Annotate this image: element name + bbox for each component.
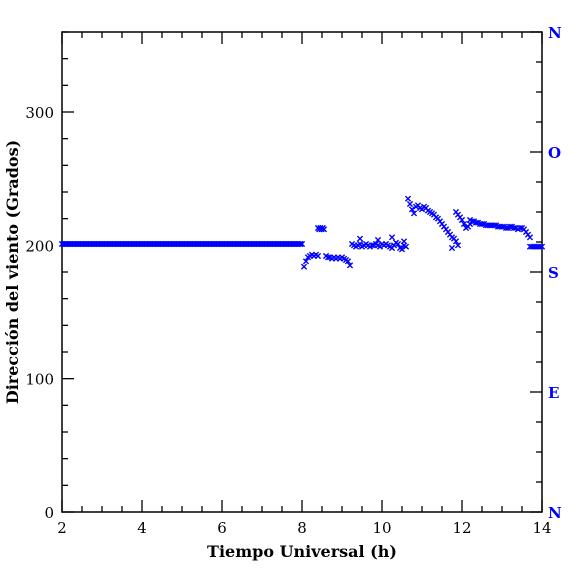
compass-label: N xyxy=(548,24,562,42)
data-point xyxy=(502,224,510,232)
data-point xyxy=(408,206,416,213)
y-tick-labels: 0 100 200 300 xyxy=(25,104,54,522)
x-tick-labels: 2 4 6 8 10 12 14 xyxy=(57,519,551,537)
compass-labels: N E S O N xyxy=(548,24,562,522)
data-point xyxy=(458,216,466,224)
data-point xyxy=(454,242,462,249)
x-tick-label: 12 xyxy=(452,519,471,537)
y-tick-label: 300 xyxy=(25,104,54,122)
y-tick-label: 0 xyxy=(44,504,54,522)
data-point xyxy=(368,242,376,249)
data-point xyxy=(297,240,304,248)
data-point xyxy=(374,236,382,244)
data-point xyxy=(404,195,412,202)
x-tick-label: 2 xyxy=(57,519,67,537)
data-point xyxy=(472,219,480,226)
data-point xyxy=(398,246,406,253)
data-point xyxy=(344,258,352,265)
data-point xyxy=(356,235,364,242)
data-point xyxy=(478,220,486,228)
compass-label: O xyxy=(548,144,561,162)
x-axis-title: Tiempo Universal (h) xyxy=(207,542,397,561)
data-point xyxy=(468,218,476,225)
compass-label: N xyxy=(548,504,562,522)
data-point xyxy=(406,200,414,208)
y-tick-label: 100 xyxy=(25,371,54,389)
y-axis-title: Dirección del viento (Grados) xyxy=(3,140,22,404)
data-points xyxy=(58,195,546,270)
axis-ticks xyxy=(61,31,543,513)
data-point xyxy=(538,243,546,250)
data-point xyxy=(410,210,418,217)
data-point xyxy=(498,223,506,230)
data-point xyxy=(490,222,498,229)
data-point xyxy=(324,254,332,261)
data-point xyxy=(452,238,460,245)
data-point xyxy=(526,234,534,241)
data-point xyxy=(536,243,544,250)
data-point xyxy=(400,238,408,245)
data-point xyxy=(510,224,518,232)
y-tick-label: 200 xyxy=(25,237,54,255)
data-point xyxy=(346,262,354,269)
compass-label: E xyxy=(548,384,559,402)
x-tick-label: 6 xyxy=(217,519,227,537)
data-point xyxy=(314,252,322,260)
data-point xyxy=(298,240,306,248)
data-point xyxy=(506,223,514,230)
data-point xyxy=(460,220,468,228)
x-tick-label: 4 xyxy=(137,519,147,537)
data-point xyxy=(402,243,410,250)
data-point xyxy=(300,263,308,270)
x-tick-label: 14 xyxy=(532,519,551,537)
data-point xyxy=(302,258,310,265)
x-tick-label: 8 xyxy=(297,519,307,537)
plot-frame xyxy=(61,31,543,513)
data-point xyxy=(516,224,524,232)
x-tick-label: 10 xyxy=(372,519,391,537)
data-point xyxy=(388,234,396,241)
data-point xyxy=(320,226,328,233)
data-point xyxy=(394,240,402,248)
data-point xyxy=(448,244,456,252)
compass-label: S xyxy=(548,264,559,282)
